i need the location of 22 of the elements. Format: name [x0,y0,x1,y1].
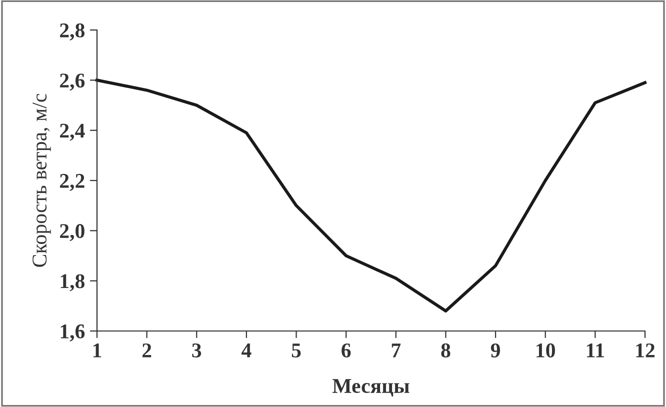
x-tick-label: 11 [587,344,604,358]
x-tick-label: 2 [142,343,152,358]
line-series [95,78,647,312]
y-tick-label: 1,8 [60,274,85,292]
x-axis-title: Месяцы [332,379,410,396]
x-tick-label: 12 [636,343,655,358]
y-tick-label: 2,4 [60,124,85,141]
x-tick-label: 5 [292,344,301,358]
x-tick-label: 6 [342,343,351,358]
y-tick-label: 2,0 [60,224,84,242]
x-tick-label: 8 [441,343,450,358]
x-tick-label: 9 [490,343,500,358]
y-tick-label: 2,8 [60,23,85,40]
x-tick-label: 1 [93,344,102,358]
x-tick-label: 7 [392,344,401,358]
y-axis-title: Скорость ветра, м/с [32,94,51,267]
y-tick-label: 2,2 [60,174,84,191]
x-tick-label: 10 [536,343,555,358]
y-tick-label: 2,6 [60,74,85,91]
x-tick-label: 3 [192,343,202,358]
x-tick-label: 4 [242,344,252,358]
y-tick-label: 1,6 [60,324,85,342]
